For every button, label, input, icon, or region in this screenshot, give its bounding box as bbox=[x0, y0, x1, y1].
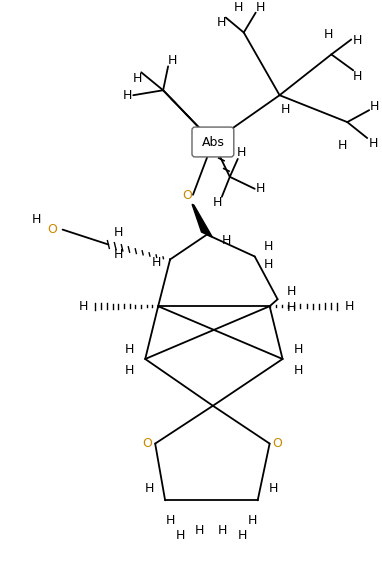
Text: H: H bbox=[165, 514, 175, 526]
Text: H: H bbox=[345, 300, 354, 313]
Text: H: H bbox=[338, 139, 347, 152]
Polygon shape bbox=[192, 204, 212, 237]
Text: H: H bbox=[324, 28, 333, 41]
Text: H: H bbox=[79, 300, 88, 313]
Text: H: H bbox=[217, 16, 227, 29]
Text: H: H bbox=[256, 1, 265, 14]
Text: Abs: Abs bbox=[201, 135, 224, 148]
Text: H: H bbox=[234, 1, 243, 14]
Text: H: H bbox=[238, 529, 248, 542]
Text: H: H bbox=[114, 226, 123, 239]
Text: H: H bbox=[369, 100, 379, 112]
Text: H: H bbox=[256, 182, 265, 195]
Text: H: H bbox=[133, 72, 142, 85]
Text: H: H bbox=[281, 103, 290, 116]
Text: H: H bbox=[269, 482, 278, 495]
Text: O: O bbox=[142, 437, 152, 450]
Text: H: H bbox=[264, 240, 274, 253]
Text: H: H bbox=[369, 138, 378, 151]
Text: O: O bbox=[182, 189, 192, 202]
Text: H: H bbox=[294, 364, 303, 377]
Text: O: O bbox=[48, 223, 58, 236]
Text: H: H bbox=[123, 89, 132, 102]
Text: H: H bbox=[287, 285, 296, 298]
Text: H: H bbox=[248, 514, 257, 526]
Text: H: H bbox=[32, 213, 41, 226]
Text: H: H bbox=[353, 34, 362, 47]
Text: H: H bbox=[264, 258, 274, 271]
Text: H: H bbox=[144, 482, 154, 495]
Text: H: H bbox=[222, 234, 231, 247]
Text: H: H bbox=[175, 529, 185, 542]
Text: H: H bbox=[125, 364, 134, 377]
Text: H: H bbox=[294, 343, 303, 356]
Text: H: H bbox=[167, 54, 177, 67]
Text: H: H bbox=[114, 248, 123, 261]
Text: H: H bbox=[152, 256, 161, 269]
Text: H: H bbox=[125, 343, 134, 356]
Text: H: H bbox=[353, 70, 362, 83]
Text: H: H bbox=[213, 196, 223, 209]
Text: H: H bbox=[194, 524, 204, 537]
Text: O: O bbox=[273, 437, 283, 450]
FancyBboxPatch shape bbox=[192, 127, 234, 157]
Text: H: H bbox=[287, 301, 296, 313]
Text: H: H bbox=[237, 146, 246, 159]
Text: H: H bbox=[218, 524, 228, 537]
